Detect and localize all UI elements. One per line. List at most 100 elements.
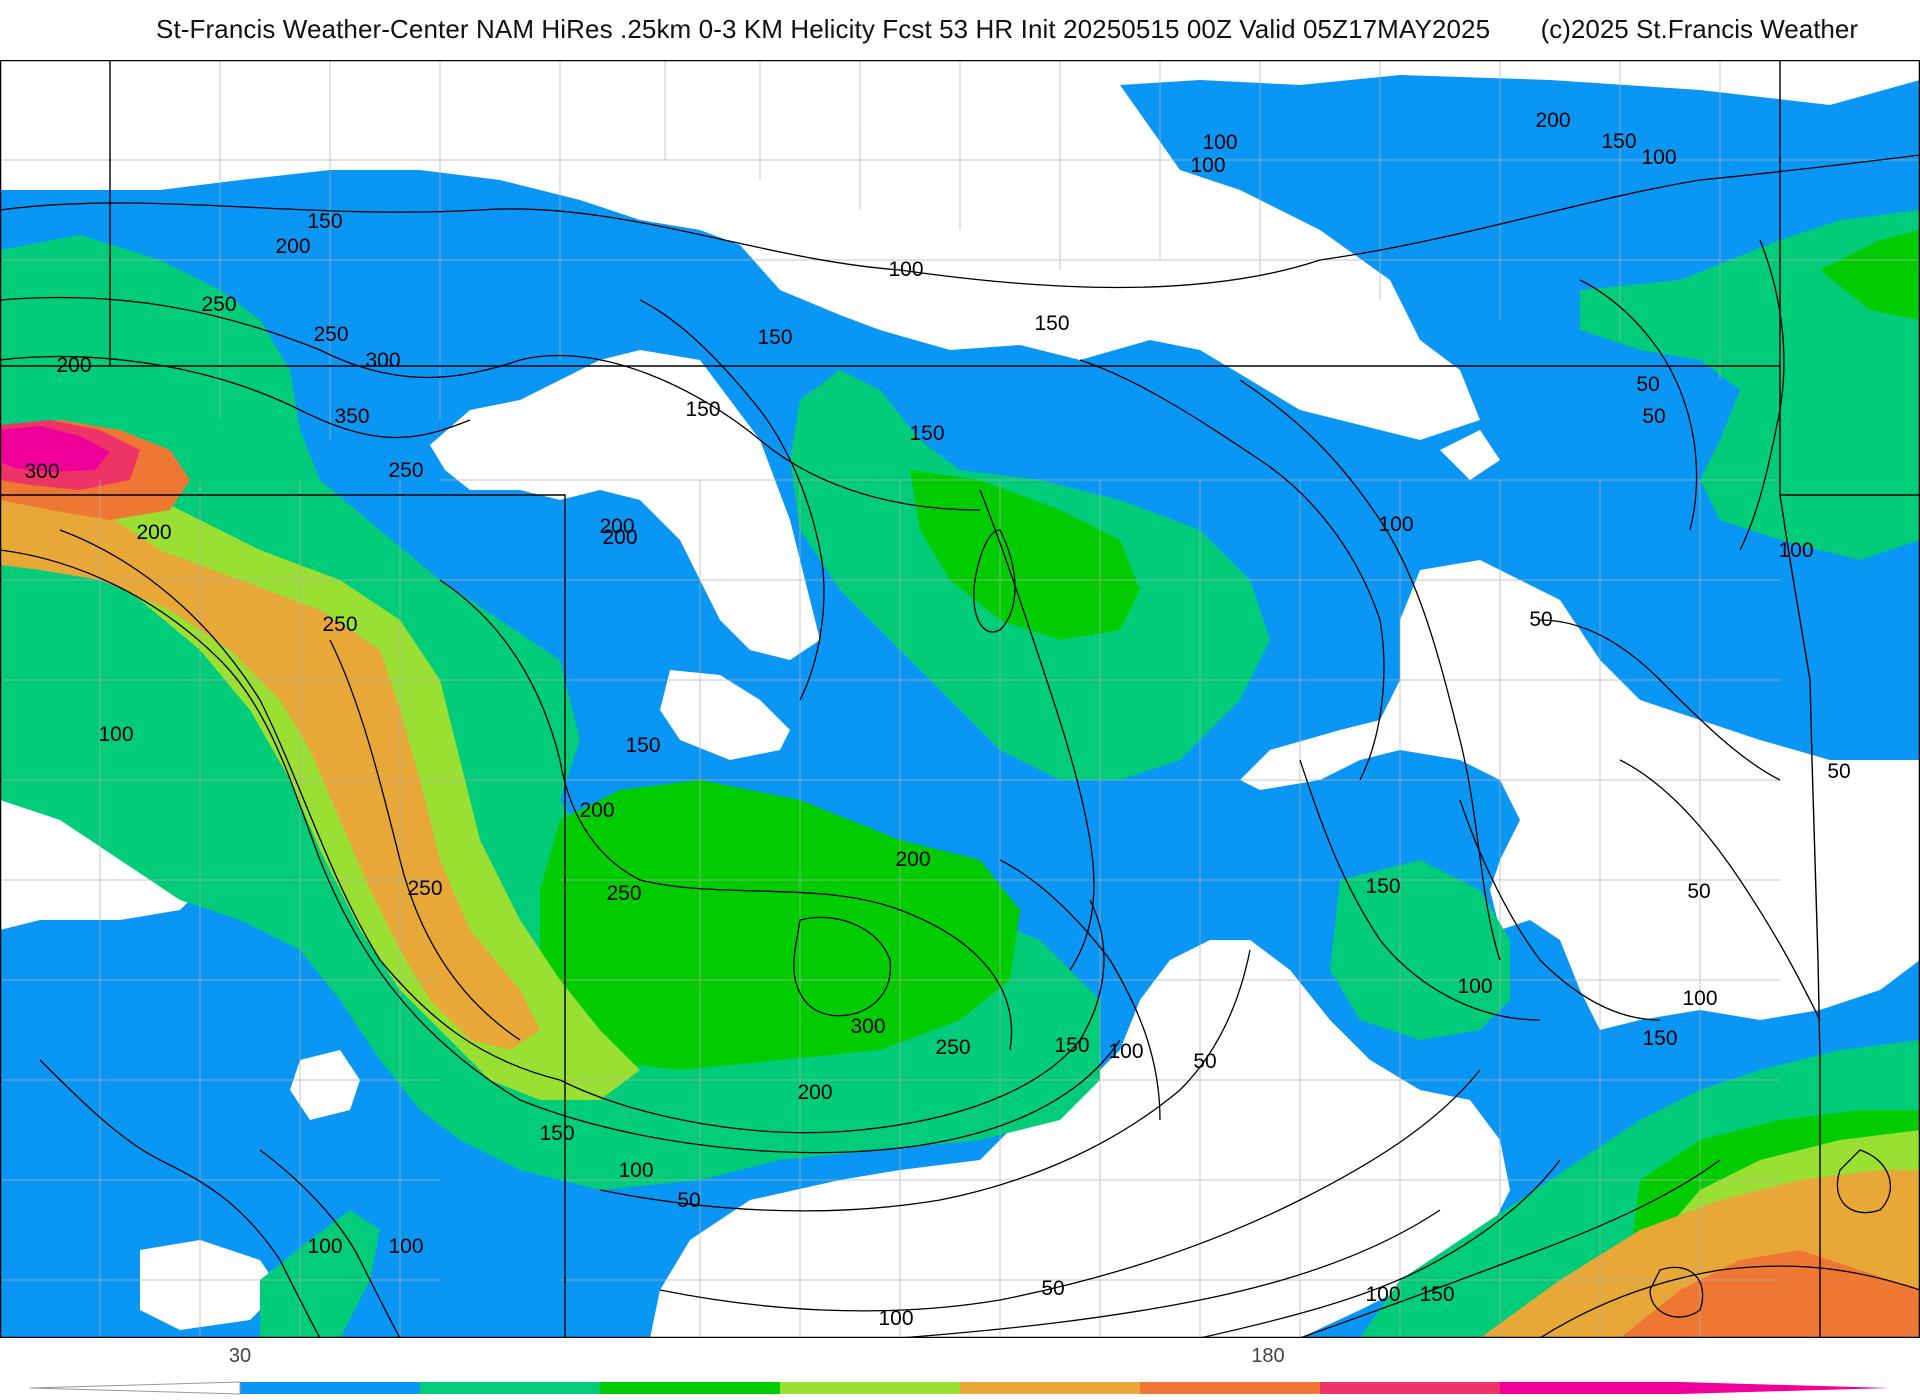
contour-label: 100 xyxy=(1778,539,1813,562)
green-area-north xyxy=(910,470,1140,640)
contour-label: 100 xyxy=(1457,975,1492,998)
contour-label: 200 xyxy=(895,848,930,871)
colorbar-segment xyxy=(780,1382,961,1394)
state-border-colorado-box xyxy=(0,494,566,1338)
contour-label: 250 xyxy=(322,613,357,636)
contour-line xyxy=(1739,239,1785,551)
contour-label: 100 xyxy=(388,1235,423,1258)
contour-line xyxy=(259,1149,401,1338)
contour-line xyxy=(1079,359,1385,781)
helicity-map[interactable]: 100 100 200 150 100 150 200 100 150 250 … xyxy=(0,60,1920,1338)
contour-line xyxy=(1299,1159,1721,1338)
contour-line xyxy=(1619,759,1821,1021)
contour-line xyxy=(1649,1266,1704,1318)
colorbar-segment xyxy=(1500,1382,1681,1394)
contour-label: 50 xyxy=(1827,760,1850,783)
contour-label: 100 xyxy=(307,1235,342,1258)
contour-line xyxy=(1459,799,1661,1021)
colorbar-tick-label: 30 xyxy=(229,1345,251,1367)
low-helicity-areas xyxy=(0,60,1920,1338)
contour-line xyxy=(0,549,1121,1154)
contour-label: 50 xyxy=(1687,880,1710,903)
orange-area-west xyxy=(0,460,540,1050)
contour-line xyxy=(1539,619,1781,781)
magenta-area-west xyxy=(0,426,110,472)
contour-label: 150 xyxy=(539,1122,574,1145)
contour-line xyxy=(973,529,1016,633)
contour-label: 50 xyxy=(1529,608,1552,631)
contour-line xyxy=(439,579,1013,1051)
contour-label: 200 xyxy=(797,1081,832,1104)
helicity-contours xyxy=(0,154,1920,1338)
redorange-area-southeast xyxy=(1620,1250,1920,1338)
contour-label: 100 xyxy=(1190,154,1225,177)
contour-label: 50 xyxy=(677,1189,700,1212)
contour-label: 150 xyxy=(757,326,792,349)
helicity-map-canvas[interactable]: 100 100 200 150 100 150 200 100 150 250 … xyxy=(0,60,1920,1338)
contour-line xyxy=(0,154,1920,289)
contour-line xyxy=(59,529,561,1081)
colorbar-tick-label: 180 xyxy=(1251,1345,1284,1367)
contour-line xyxy=(1299,759,1541,1021)
white-area-southwest-1 xyxy=(140,1240,280,1330)
county-lines xyxy=(0,60,1920,1338)
contour-label: 100 xyxy=(888,258,923,281)
contour-line xyxy=(0,355,471,439)
title-bar: St-Francis Weather-Center NAM HiRes .25k… xyxy=(0,0,1920,60)
copyright-notice: (c)2025 St.Francis Weather xyxy=(1540,14,1858,44)
contour-label: 200 xyxy=(579,799,614,822)
contour-label: 100 xyxy=(1202,131,1237,154)
contour-line xyxy=(999,859,1161,1121)
yellow-area-west xyxy=(0,450,640,1100)
contour-line xyxy=(1539,1265,1920,1338)
state-borders xyxy=(0,60,1920,1338)
contour-line xyxy=(639,299,825,701)
contour-label: 200 xyxy=(602,526,637,549)
white-area-central-notch xyxy=(660,670,790,760)
contour-line xyxy=(39,1059,321,1338)
contour-label: 100 xyxy=(1682,987,1717,1010)
contour-label: 150 xyxy=(685,398,720,421)
contour-label: 200 xyxy=(136,521,171,544)
contour-label: 150 xyxy=(1054,1034,1089,1057)
contour-label: 200 xyxy=(275,235,310,258)
contour-label: 100 xyxy=(1108,1040,1143,1063)
contour-label: 100 xyxy=(98,723,133,746)
contour-labels: 100 100 200 150 100 150 200 100 150 250 … xyxy=(24,109,1850,1330)
contour-label: 250 xyxy=(313,323,348,346)
white-area-central-north xyxy=(430,350,820,660)
contour-line xyxy=(793,916,892,1017)
contour-line xyxy=(659,1069,1481,1312)
contour-label: 100 xyxy=(1378,513,1413,536)
contour-label: 100 xyxy=(1641,146,1676,169)
contour-line xyxy=(979,489,1095,971)
page-title: St-Francis Weather-Center NAM HiRes .25k… xyxy=(156,14,1491,44)
contour-label: 100 xyxy=(878,1307,913,1330)
colorbar-segment xyxy=(240,1382,421,1394)
contour-label: 150 xyxy=(1034,312,1069,335)
teal-area-far-east xyxy=(1580,210,1920,560)
teal-area-east xyxy=(1330,860,1510,1040)
colorbar-segment xyxy=(600,1382,781,1394)
contour-label: 150 xyxy=(1601,130,1636,153)
contour-label: 300 xyxy=(365,349,400,372)
contour-line xyxy=(599,949,1251,1212)
colorbar-segment xyxy=(1140,1382,1321,1394)
contour-label: 300 xyxy=(850,1015,885,1038)
helicity-band-400-plus xyxy=(0,426,110,472)
contour-label: 150 xyxy=(1419,1283,1454,1306)
white-area-upper-right xyxy=(1240,560,1920,1030)
contour-label: 100 xyxy=(618,1159,653,1182)
contour-label: 200 xyxy=(56,354,91,377)
contour-label: 200 xyxy=(1535,109,1570,132)
contour-line xyxy=(1836,1149,1891,1214)
contour-line xyxy=(1579,279,1698,531)
contour-label: 250 xyxy=(407,877,442,900)
contour-line xyxy=(329,639,521,1041)
contour-line xyxy=(899,1209,1441,1338)
contour-label: 150 xyxy=(1642,1027,1677,1050)
colorbar-segments xyxy=(240,1382,1681,1394)
contour-line xyxy=(1199,1159,1561,1338)
colorbar-segment xyxy=(1320,1382,1501,1394)
contour-label: 50 xyxy=(1642,405,1665,428)
